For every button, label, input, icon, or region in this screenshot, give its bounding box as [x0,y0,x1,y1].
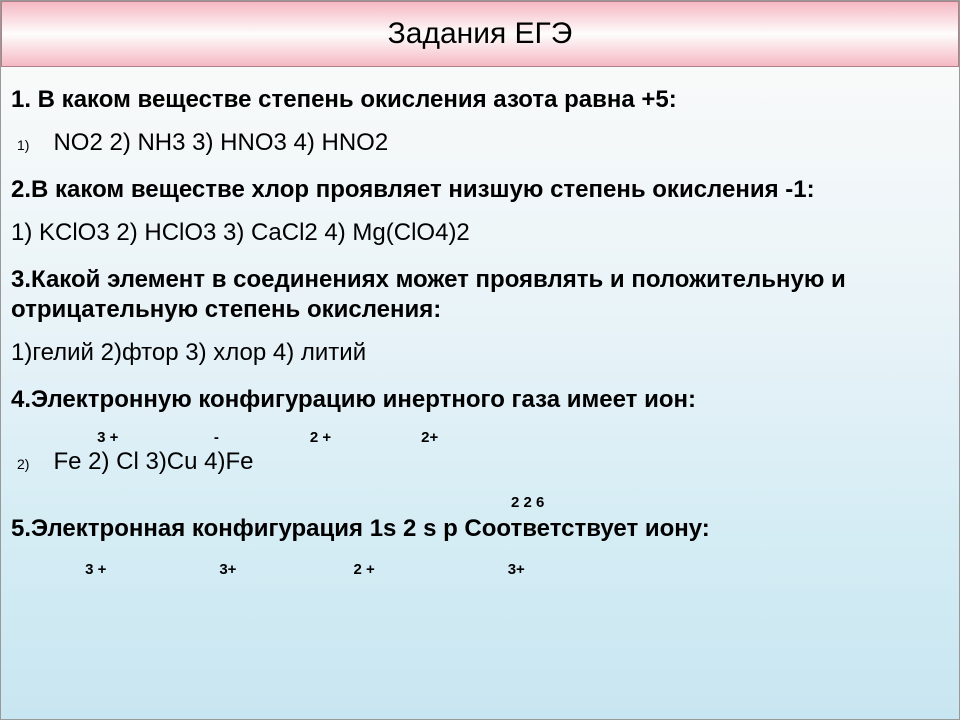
slide-title: Задания ЕГЭ [388,17,573,51]
q1-options: 1) NO2 2) NH3 3) HNO3 4) HNO2 [11,129,949,157]
slide: Задания ЕГЭ 1. В каком веществе степень … [0,0,960,720]
q4-option-marker: 2) [17,456,29,472]
q4-heading: 4.Электронную конфигурацию инертного газ… [11,385,949,415]
q5-sup-2: 3+ [219,561,349,578]
q4-sup-3: 2 + [256,429,386,446]
q2-options: 1) KClO3 2) HClO3 3) CaCl2 4) Mg(ClO4)2 [11,219,949,247]
title-box: Задания ЕГЭ [1,1,959,67]
q4-options: 2) Fe 2) Cl 3)Cu 4)Fe [11,448,949,476]
q4-sup-1: 3 + [97,429,177,446]
q5-superscripts: 3 + 3+ 2 + 3+ [11,561,949,578]
q4-sup-2: - [181,429,251,446]
q3-heading: 3.Какой элемент в соединениях может проя… [11,265,949,325]
q4-sup-4: 2+ [390,429,470,446]
q1-heading: 1. В каком веществе степень окисления аз… [11,85,949,115]
q5-sup-4: 3+ [508,561,588,578]
q5-mid-superscripts: 2 2 6 [11,494,949,511]
q5-sup-3: 2 + [354,561,504,578]
slide-body: 1. В каком веществе степень окисления аз… [1,67,959,578]
q5-heading: 5.Электронная конфигурация 1s 2 s p Соот… [11,515,949,543]
q4-options-text: Fe 2) Cl 3)Cu 4)Fe [53,448,253,475]
q5-sup-1: 3 + [85,561,215,578]
q1-option-marker: 1) [17,137,29,153]
q3-options: 1)гелий 2)фтор 3) хлор 4) литий [11,339,949,367]
q1-options-text: NO2 2) NH3 3) HNO3 4) HNO2 [53,129,388,156]
q2-heading: 2.В каком веществе хлор проявляет низшую… [11,175,949,205]
q4-superscripts: 3 + - 2 + 2+ [11,429,949,446]
